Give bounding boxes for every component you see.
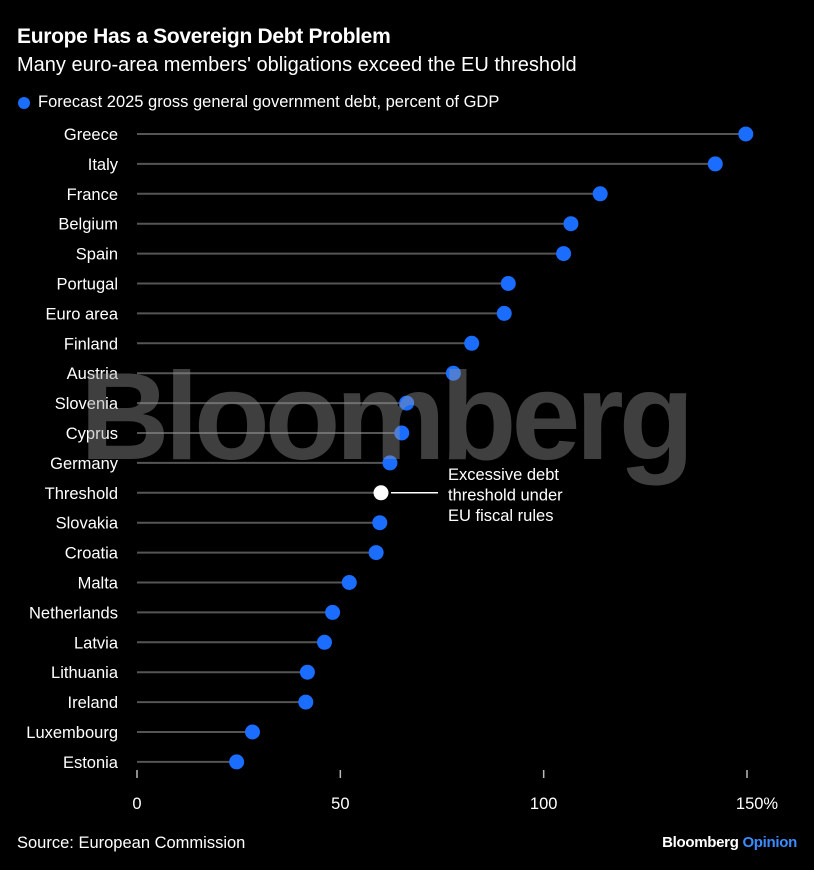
threshold-point — [373, 485, 389, 501]
category-label: Netherlands — [29, 604, 118, 622]
category-label: Ireland — [68, 694, 118, 712]
threshold-annotation: Excessive debt threshold under EU fiscal r… — [448, 466, 563, 525]
data-point — [707, 156, 723, 172]
data-point — [341, 575, 357, 590]
data-point — [372, 515, 388, 531]
category-label: Italy — [88, 156, 119, 174]
data-point — [244, 724, 260, 740]
x-tick-label: 50 — [331, 795, 349, 813]
category-label: Cyprus — [66, 425, 118, 443]
data-point — [382, 455, 398, 471]
x-tick-label: 0 — [132, 795, 141, 813]
data-point — [316, 634, 332, 650]
category-label: Euro area — [46, 305, 119, 323]
chart-title: Europe Has a Sovereign Debt Problem — [17, 25, 391, 48]
data-point — [464, 335, 480, 351]
data-point — [298, 694, 314, 710]
category-label: Lithuania — [51, 664, 119, 682]
category-label: Portugal — [57, 276, 118, 294]
category-label: Germany — [50, 455, 119, 473]
data-point — [500, 276, 516, 291]
category-label: Malta — [78, 575, 119, 593]
brand-logo: Bloomberg Opinion — [662, 834, 797, 851]
brand-main: Bloomberg — [662, 834, 739, 851]
data-point — [229, 754, 245, 770]
category-label: France — [67, 186, 118, 204]
x-tick-label: 100 — [530, 795, 558, 813]
data-point — [394, 425, 410, 441]
category-label: Belgium — [58, 216, 118, 234]
category-label: Greece — [64, 126, 118, 144]
data-point — [738, 126, 754, 142]
data-point — [325, 604, 341, 620]
data-point — [496, 305, 512, 321]
category-label: Slovenia — [55, 395, 119, 413]
legend-label: Forecast 2025 gross general government d… — [38, 93, 500, 111]
source-note: Source: European Commission — [17, 834, 246, 852]
data-point — [399, 395, 415, 411]
category-label: Threshold — [45, 485, 118, 503]
brand-accent: Opinion — [742, 834, 797, 851]
category-label: Luxembourg — [26, 724, 118, 742]
data-point — [368, 545, 384, 561]
legend-dot-icon — [18, 96, 30, 109]
data-point — [299, 664, 315, 680]
category-label: Croatia — [65, 545, 119, 563]
data-point — [592, 186, 608, 202]
legend: Forecast 2025 gross general government d… — [18, 93, 499, 112]
category-label: Slovakia — [56, 515, 119, 533]
data-point — [556, 246, 572, 262]
data-point — [445, 365, 461, 381]
x-tick-label: 150% — [736, 795, 779, 813]
category-label: Spain — [76, 246, 118, 264]
category-label: Austria — [67, 365, 119, 383]
data-point — [563, 216, 579, 232]
category-label: Latvia — [74, 634, 119, 652]
chart-subtitle: Many euro-area members' obligations exce… — [17, 54, 577, 76]
category-label: Estonia — [63, 754, 119, 772]
category-label: Finland — [64, 335, 118, 353]
